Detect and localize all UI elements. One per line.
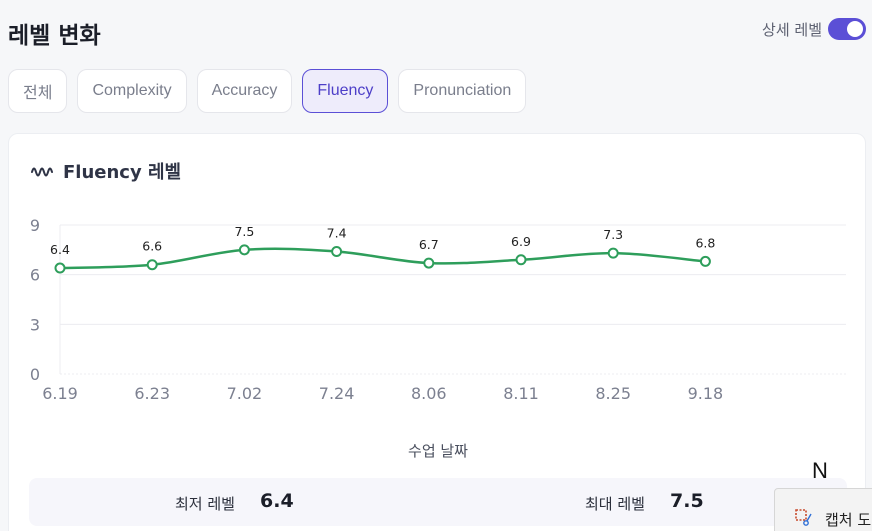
data-label: 6.8 [695,235,715,250]
y-tick-label: 3 [30,315,40,334]
data-point [699,255,711,267]
data-point [423,257,435,269]
x-tick-label: 8.25 [595,384,631,403]
data-label: 6.6 [142,239,162,254]
series-line [59,247,706,270]
data-label: 7.4 [327,225,347,240]
max-level-label: 최대 레벨 [585,495,645,513]
tab-all[interactable]: 전체 [8,69,68,113]
data-label: 7.5 [234,224,254,239]
x-tick-label: 7.24 [319,384,355,403]
data-label: 6.4 [50,242,70,257]
scissors-icon [795,509,812,526]
detail-level-toggle[interactable] [828,18,866,40]
overlay-letter: N [812,458,828,483]
max-level-value: 7.5 [670,490,704,512]
page-title: 레벨 변화 [8,23,101,49]
tab-pronunciation[interactable]: Pronunciation [398,69,527,113]
y-tick-label: 0 [30,365,40,384]
level-summary: 최저 레벨 6.4 최대 레벨 7.5 [29,478,847,526]
tab-complexity[interactable]: Complexity [77,69,187,113]
data-point [331,245,343,257]
y-tick-label: 9 [30,216,40,235]
toggle-knob [847,21,863,37]
data-point [146,259,158,271]
card-title: Fluency 레벨 [63,162,182,183]
wave-icon [31,167,53,177]
data-point [54,262,66,274]
data-label: 6.7 [419,237,439,252]
capture-tool-popup[interactable]: 캡처 도 [774,488,872,531]
detail-level-label: 상세 레벨 [762,20,822,39]
fluency-card: Fluency 레벨 0 3 6 9 6.19 6.23 7.02 7.24 8.06 8.11 8… [8,133,866,531]
min-level-value: 6.4 [260,490,294,512]
card-header: Fluency 레벨 [31,158,181,184]
data-label: 6.9 [511,234,531,249]
data-point [607,247,619,259]
capture-tool-label: 캡처 도 [825,511,872,529]
tab-fluency[interactable]: Fluency [302,69,389,113]
data-label: 7.3 [603,227,623,242]
detail-level-toggle-group: 상세 레벨 [762,18,866,40]
data-point [515,254,527,266]
level-tabs: 전체 Complexity Accuracy Fluency Pronuncia… [8,69,527,113]
x-axis-label: 수업 날짜 [408,442,468,460]
x-tick-label: 6.23 [134,384,170,403]
y-tick-label: 6 [30,266,40,285]
x-tick-label: 8.11 [503,384,539,403]
fluency-line-chart: 0 3 6 9 6.19 6.23 7.02 7.24 8.06 8.11 8.25 9.18 6.4 6… [30,216,846,403]
x-tick-label: 8.06 [411,384,447,403]
x-tick-label: 9.18 [688,384,724,403]
x-tick-label: 6.19 [42,384,78,403]
tab-accuracy[interactable]: Accuracy [196,69,293,113]
x-tick-label: 7.02 [227,384,263,403]
data-point [238,244,250,256]
min-level-label: 최저 레벨 [175,495,235,513]
